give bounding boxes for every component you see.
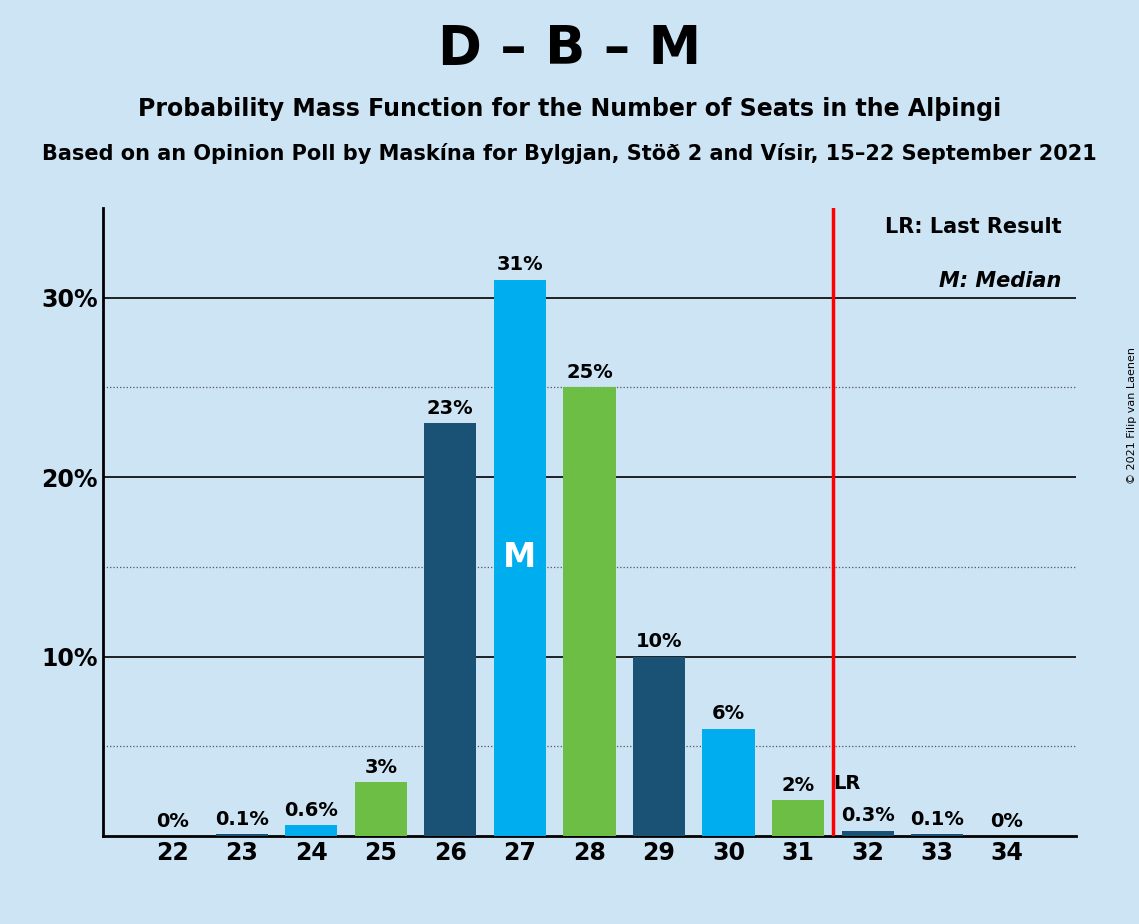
Text: 0%: 0% — [156, 812, 189, 831]
Text: 31%: 31% — [497, 255, 543, 274]
Bar — [354, 783, 407, 836]
Text: M: M — [503, 541, 536, 575]
Bar — [703, 728, 755, 836]
Bar — [494, 280, 546, 836]
Text: M: Median: M: Median — [940, 271, 1062, 291]
Bar — [215, 834, 268, 836]
Text: Probability Mass Function for the Number of Seats in the Alþingi: Probability Mass Function for the Number… — [138, 97, 1001, 121]
Bar — [911, 834, 964, 836]
Text: 25%: 25% — [566, 363, 613, 382]
Text: 3%: 3% — [364, 758, 398, 777]
Text: LR: Last Result: LR: Last Result — [885, 217, 1062, 237]
Text: 10%: 10% — [636, 632, 682, 651]
Bar — [633, 657, 685, 836]
Text: 23%: 23% — [427, 399, 474, 418]
Text: 0.3%: 0.3% — [841, 807, 894, 825]
Text: 0%: 0% — [990, 812, 1023, 831]
Text: Based on an Opinion Poll by Maskína for Bylgjan, Stöð 2 and Vísir, 15–22 Septemb: Based on an Opinion Poll by Maskína for … — [42, 143, 1097, 164]
Bar — [424, 423, 476, 836]
Text: © 2021 Filip van Laenen: © 2021 Filip van Laenen — [1126, 347, 1137, 484]
Text: 0.1%: 0.1% — [910, 810, 965, 829]
Text: 0.1%: 0.1% — [214, 810, 269, 829]
Text: D – B – M: D – B – M — [437, 23, 702, 75]
Text: 6%: 6% — [712, 704, 745, 723]
Text: 2%: 2% — [781, 776, 814, 795]
Bar — [772, 800, 825, 836]
Text: 0.6%: 0.6% — [285, 801, 338, 821]
Text: LR: LR — [833, 774, 860, 793]
Bar — [564, 387, 615, 836]
Bar — [285, 825, 337, 836]
Bar — [842, 831, 894, 836]
